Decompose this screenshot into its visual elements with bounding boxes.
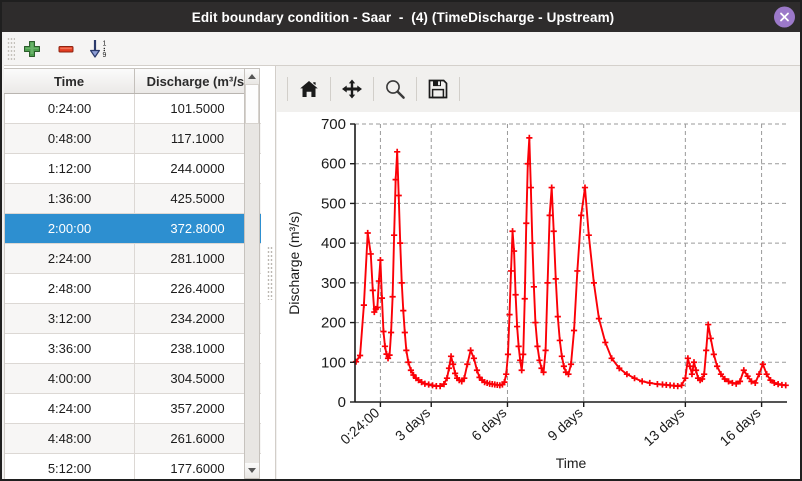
- main-toolbar: 1 9: [4, 32, 800, 66]
- x-tick-label: 3 days: [392, 404, 433, 443]
- column-header-discharge[interactable]: Discharge (m³/s): [146, 73, 249, 89]
- cell-time[interactable]: 4:24:00: [5, 394, 135, 423]
- table-row[interactable]: 0:24:00 101.5000: [5, 94, 261, 124]
- table-row[interactable]: 4:48:00 261.6000: [5, 424, 261, 454]
- chart-panel: 0 100 200 300 400 500 600 700 0:24:00 3 days 6 day…: [277, 66, 802, 481]
- cell-time[interactable]: 0:48:00: [5, 124, 135, 153]
- panel-resize-handle[interactable]: [267, 246, 273, 300]
- toolbar-separator: [459, 77, 460, 101]
- table-row[interactable]: 3:12:00 234.2000: [5, 304, 261, 334]
- window-title: Edit boundary condition - Saar - (4) (Ti…: [191, 9, 615, 25]
- table-row[interactable]: 4:00:00 304.5000: [5, 364, 261, 394]
- chart-x-axis-label: Time: [556, 455, 587, 471]
- cell-discharge[interactable]: 101.5000: [170, 101, 225, 116]
- table-row[interactable]: 2:00:00 372.8000: [5, 214, 261, 244]
- scrollbar-thumb[interactable]: [245, 84, 259, 124]
- cell-time[interactable]: 2:48:00: [5, 274, 135, 303]
- x-tick-label: 16 days: [716, 404, 763, 449]
- chart-axes: [350, 123, 787, 407]
- chart-y-axis-label: Discharge (m³/s): [286, 211, 302, 314]
- cell-time[interactable]: 4:00:00: [5, 364, 135, 393]
- cell-discharge[interactable]: 177.6000: [170, 461, 225, 476]
- cell-discharge[interactable]: 281.1000: [170, 251, 225, 266]
- cell-discharge[interactable]: 234.2000: [170, 311, 225, 326]
- scroll-up-icon[interactable]: [245, 69, 259, 84]
- y-tick-label: 0: [338, 394, 346, 411]
- y-tick-label: 400: [321, 235, 346, 252]
- cell-discharge[interactable]: 261.6000: [170, 431, 225, 446]
- cell-time[interactable]: 1:12:00: [5, 154, 135, 183]
- cell-discharge[interactable]: 425.5000: [170, 191, 225, 206]
- column-header-time[interactable]: Time: [4, 69, 135, 93]
- chart-gridlines: [355, 123, 787, 403]
- sort-button[interactable]: 1 9: [83, 34, 117, 64]
- move-arrows-icon[interactable]: [333, 72, 371, 106]
- y-tick-label: 300: [321, 275, 346, 292]
- cell-time[interactable]: 0:24:00: [5, 94, 135, 123]
- close-icon[interactable]: [774, 6, 795, 28]
- table-row[interactable]: 5:12:00 177.6000: [5, 454, 261, 479]
- cell-discharge[interactable]: 238.1000: [170, 341, 225, 356]
- y-tick-label: 100: [321, 354, 346, 371]
- cell-time[interactable]: 5:12:00: [5, 454, 135, 479]
- table-row[interactable]: 0:48:00 117.1000: [5, 124, 261, 154]
- cell-time[interactable]: 3:12:00: [5, 304, 135, 333]
- cell-discharge[interactable]: 117.1000: [170, 131, 225, 146]
- plot-area[interactable]: 0 100 200 300 400 500 600 700 0:24:00 3 days 6 day…: [277, 112, 802, 481]
- table-row[interactable]: 1:36:00 425.5000: [5, 184, 261, 214]
- table-header-row: Time Discharge (m³/s): [4, 68, 260, 94]
- y-tick-label: 500: [321, 195, 346, 212]
- x-tick-label: 6 days: [468, 404, 509, 443]
- add-row-button[interactable]: [15, 34, 49, 64]
- y-tick-label: 200: [321, 315, 346, 332]
- cell-discharge[interactable]: 244.0000: [170, 161, 225, 176]
- table-vertical-scrollbar[interactable]: [244, 68, 260, 479]
- table-row[interactable]: 1:12:00 244.0000: [5, 154, 261, 184]
- table-body[interactable]: 0:24:00 101.5000 0:48:00 117.1000 1:12:00 244…: [4, 94, 261, 479]
- svg-text:9: 9: [103, 52, 107, 59]
- toolbar-separator: [373, 77, 374, 101]
- data-table-panel: Time Discharge (m³/s) 0:24:00 101.5000 0:4…: [4, 66, 276, 479]
- cell-discharge[interactable]: 372.8000: [170, 221, 225, 236]
- toolbar-separator: [330, 77, 331, 101]
- chart-series-discharge: [352, 134, 789, 390]
- home-icon[interactable]: [290, 72, 328, 106]
- x-tick-label: 13 days: [640, 404, 687, 449]
- cell-time[interactable]: 2:00:00: [5, 214, 135, 243]
- cell-time[interactable]: 1:36:00: [5, 184, 135, 213]
- cell-time[interactable]: 2:24:00: [5, 244, 135, 273]
- cell-discharge[interactable]: 357.2000: [170, 401, 225, 416]
- cell-time[interactable]: 4:48:00: [5, 424, 135, 453]
- cell-discharge[interactable]: 226.4000: [170, 281, 225, 296]
- svg-text:1: 1: [103, 40, 107, 47]
- magnifier-icon[interactable]: [376, 72, 414, 106]
- cell-discharge[interactable]: 304.5000: [170, 371, 225, 386]
- table-row[interactable]: 2:24:00 281.1000: [5, 244, 261, 274]
- window-titlebar: Edit boundary condition - Saar - (4) (Ti…: [2, 2, 800, 32]
- x-tick-label: 9 days: [544, 404, 585, 443]
- cell-time[interactable]: 3:36:00: [5, 334, 135, 363]
- scroll-down-icon[interactable]: [245, 463, 259, 478]
- table-row[interactable]: 4:24:00 357.2000: [5, 394, 261, 424]
- y-tick-label: 700: [321, 116, 346, 133]
- table-row[interactable]: 3:36:00 238.1000: [5, 334, 261, 364]
- chart-toolbar: [277, 66, 800, 112]
- table-row[interactable]: 2:48:00 226.4000: [5, 274, 261, 304]
- toolbar-separator: [416, 77, 417, 101]
- remove-row-button[interactable]: [49, 34, 83, 64]
- y-tick-label: 600: [321, 156, 346, 173]
- toolbar-drag-handle[interactable]: [7, 36, 15, 61]
- toolbar-separator: [287, 77, 288, 101]
- floppy-disk-icon[interactable]: [419, 72, 457, 106]
